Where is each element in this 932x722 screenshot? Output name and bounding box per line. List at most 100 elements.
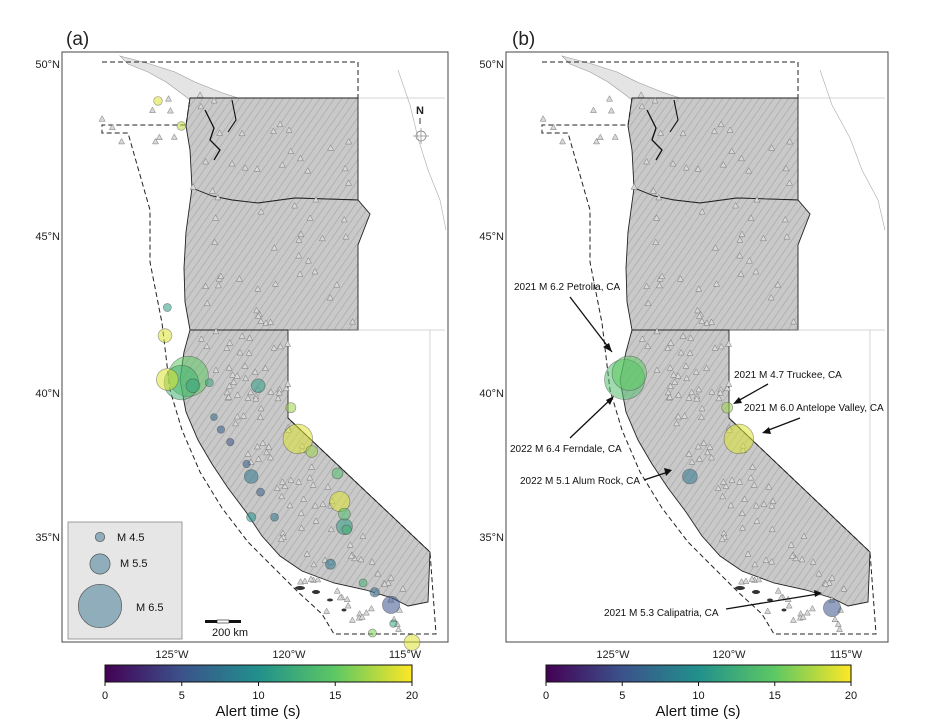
panel-a-station-marker [279,478,286,485]
panel-b-station-marker [714,484,722,491]
panel-a-station-marker [318,234,326,242]
panel-b-station-marker [726,126,734,133]
panel-a-station-marker [304,257,312,264]
panel-a-station-marker [251,368,259,375]
panel-b-station-marker [590,106,597,113]
panel-a-event-marker [382,595,401,614]
panel-a-station-marker [346,541,354,548]
panel-b-station-marker [708,318,715,325]
panel-a-station-marker [357,555,365,563]
annotation-petrolia: 2021 M 6.2 Petrolia, CA [514,282,620,293]
panel-a-station-marker [304,167,312,174]
panel-b-station-marker [651,97,659,104]
panel-a-station-marker [214,193,222,201]
panel-b-station-marker [725,380,733,387]
panel-a-station-marker [267,453,274,461]
panel-a-station-marker [306,214,314,221]
lon-label-125-a: 125°W [155,649,189,661]
panel-a-station-marker [108,123,116,131]
panel-b-station-marker [803,609,811,616]
panel-a-station-marker [286,501,294,509]
panel-a-station-marker [149,106,156,113]
panel-a-station-marker [312,517,320,524]
panel-a-station-marker [297,509,305,516]
panel-b-station-marker [666,393,674,400]
panel-a-station-marker [295,236,303,243]
panel-b-label: (b) [512,29,535,50]
panel-b-station-marker [607,107,615,114]
panel-b-station-marker [611,133,619,140]
panel-a-station-marker [310,560,318,568]
panel-b-station-marker [694,306,701,314]
panel-a-station-marker [170,133,178,140]
north-arrow: N [413,105,429,144]
panel-b-station-marker [686,349,694,356]
panel-b-station-marker [711,344,719,351]
panel-a-station-marker [362,609,370,616]
panel-a-station-marker [327,525,335,532]
panel-b-station-marker [696,455,703,462]
panel-b-station-marker [831,615,839,623]
panel-a-event-marker [210,413,218,421]
legend-label-2: M 5.5 [120,558,148,570]
panel-b-station-marker [728,476,736,483]
panel-a-station-marker [229,371,236,378]
panel-b-station-marker [664,388,672,396]
panel-b-station-marker [760,500,768,507]
panel-b-station-marker [744,550,752,557]
panel-a-station-marker [212,327,220,335]
panel-a-station-marker [284,380,292,387]
panel-a-station-marker [276,342,284,350]
panel-b-station-marker [703,319,711,326]
panel-b-event-marker [721,401,733,414]
panel-a-station-marker [297,230,305,237]
panel-b-station-marker [708,388,716,395]
annotation-antelope-valley: 2021 M 6.0 Antelope Valley, CA [744,403,884,414]
panel-b-station-marker [657,129,665,136]
panel-b-station-marker [753,517,761,524]
panel-a-station-marker [327,144,335,151]
scale-bar-label: 200 km [212,627,248,639]
panel-a-station-marker [252,395,260,402]
panel-b-station-marker [685,394,693,401]
panel-b-station-marker [785,602,793,609]
panel-b-station-marker [815,570,823,577]
panel-a-event-marker [216,425,226,434]
panel-a-station-marker [399,585,407,592]
panel-a-event-marker [156,368,179,391]
panel-b-station-marker [698,413,705,420]
panel-b-station-marker [747,474,755,481]
annotation-alum-rock: 2022 M 5.1 Alum Rock, CA [520,476,640,487]
panel-a-station-marker [303,550,311,557]
panel-a-station-marker [291,202,299,209]
colorbar-b: 0 5 10 15 20 Alert time (s) [543,664,857,720]
panel-a-station-marker [210,97,218,104]
panel-b-station-marker [790,318,797,325]
panel-b-station-marker [679,129,687,137]
panel-b-event-marker [723,423,754,455]
panel-b-station-marker [723,384,731,392]
panel-a-station-marker [217,272,225,279]
panel-a-station-marker [319,500,327,507]
panel-b-station-marker [745,167,753,174]
panel-a-event-marker [325,558,336,570]
panel-a-station-marker [276,120,284,128]
panel-b-station-marker [694,442,702,450]
panel-b-station-marker [674,372,682,379]
panel-a-event-marker [204,378,214,387]
panel-a-station-marker [374,570,382,577]
panel-a-station-marker [202,282,210,289]
lat-label-45-a: 45°N [35,231,60,243]
panel-a-station-marker [307,575,315,582]
panel-b-stations [539,91,848,632]
panel-a-station-marker [225,393,233,400]
panel-a-station-marker [359,532,367,539]
panel-a-station-marker [314,575,322,583]
panel-b-station-marker [667,339,675,346]
panel-b-station-marker [727,501,735,509]
panel-b-station-marker [774,281,782,288]
panel-a-station-marker [257,317,265,324]
panel-a-stations [98,91,407,632]
panel-b-station-marker [644,342,652,349]
